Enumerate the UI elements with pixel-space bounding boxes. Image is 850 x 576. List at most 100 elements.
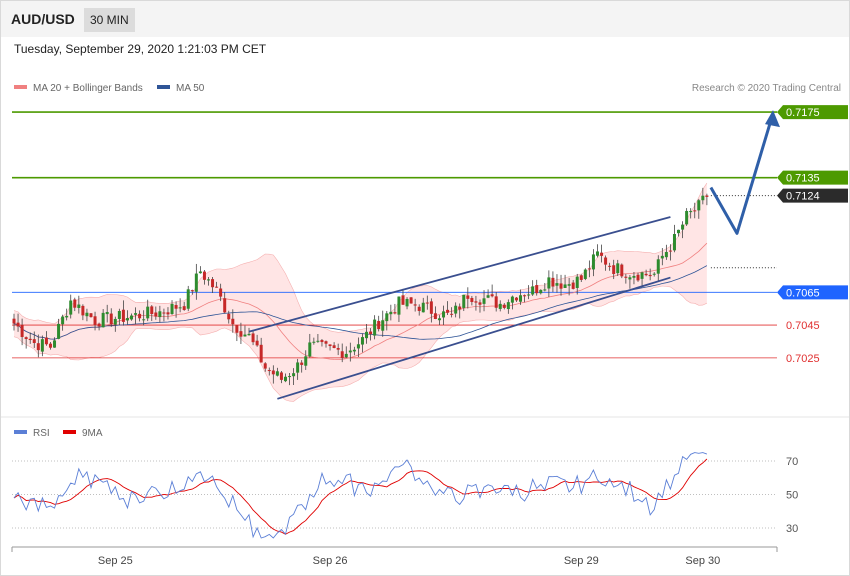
candle-body [668, 250, 672, 252]
candle-body [352, 349, 356, 352]
candle-body [486, 295, 490, 298]
candle-body [547, 277, 551, 289]
candle-body [20, 324, 24, 337]
candle-body [405, 298, 409, 307]
candle-body [377, 320, 381, 330]
candle-body [612, 265, 616, 274]
candle-body [689, 211, 693, 213]
interval-button[interactable]: 30 MIN [84, 8, 135, 32]
candle-body [470, 297, 474, 303]
candle-body [636, 274, 640, 281]
ma9-legend-swatch [63, 430, 76, 434]
candle-body [535, 285, 539, 294]
candle-body [255, 340, 259, 346]
rsi-line [13, 452, 708, 539]
candle-body [275, 371, 279, 376]
candle-body [150, 306, 154, 315]
candle-body [656, 259, 660, 274]
candle-body [259, 344, 263, 363]
candle-body [247, 333, 251, 336]
candle-body [182, 306, 186, 310]
candle-body [263, 363, 267, 369]
candle-body [300, 362, 304, 365]
x-tick-label: Sep 30 [685, 555, 720, 567]
forecast-arrow-path [709, 119, 773, 235]
level-label-0-7025: 0.7025 [786, 353, 820, 365]
candle-body [474, 301, 478, 303]
ma9-legend-label: 9MA [82, 428, 103, 439]
candle-body [146, 306, 150, 319]
candle-body [320, 340, 324, 343]
candle-body [648, 274, 652, 277]
candle-body [373, 319, 377, 336]
candle-body [190, 290, 194, 292]
candle-body [162, 312, 166, 314]
candle-body [421, 302, 425, 313]
candle-body [219, 288, 223, 297]
candle-body [271, 370, 275, 375]
candle-body [510, 296, 514, 303]
candle-body [40, 339, 44, 352]
candle-body [348, 350, 352, 353]
ma50-legend-swatch [157, 85, 170, 89]
rsi-tick-label-50: 50 [786, 490, 798, 502]
candle-body [567, 284, 571, 286]
candle-body [279, 372, 283, 380]
candle-body [324, 341, 328, 344]
candle-body [502, 304, 506, 308]
candle-body [701, 195, 705, 201]
level-label-0-7124: 0.7124 [786, 191, 820, 203]
level-tag-0-7124 [777, 188, 848, 203]
candle-body [154, 312, 158, 317]
candle-body [328, 344, 332, 347]
candle-body [85, 312, 89, 317]
candle-body [559, 283, 563, 289]
candle-body [243, 334, 247, 337]
candle-body [393, 312, 397, 314]
candle-body [356, 344, 360, 349]
x-tick-label: Sep 26 [313, 555, 348, 567]
candle-body [409, 297, 413, 304]
candle-body [401, 295, 405, 305]
candle-body [57, 323, 61, 339]
candle-body [340, 351, 344, 358]
candle-body [608, 265, 612, 267]
forecast-arrow-head [765, 110, 780, 128]
candle-body [652, 273, 656, 275]
candle-body [681, 224, 685, 230]
candle-body [458, 306, 462, 310]
candle-body [28, 338, 32, 341]
candle-body [202, 271, 206, 280]
candle-body [158, 311, 162, 318]
rsi-tick-label-30: 30 [786, 523, 798, 535]
candle-body [397, 296, 401, 315]
level-label-0-7175: 0.7175 [786, 107, 820, 119]
channel-upper-line [248, 216, 671, 333]
candle-body [482, 298, 486, 304]
candle-body [437, 318, 441, 321]
candle-body [595, 251, 599, 256]
candle-body [360, 337, 364, 345]
candle-body [134, 313, 138, 315]
rsi-ma9-line [13, 458, 708, 535]
candle-body [616, 263, 620, 274]
ma50-legend-label: MA 50 [176, 83, 205, 94]
candle-body [186, 289, 190, 309]
level-tag-0-7135 [777, 170, 848, 185]
candle-body [563, 284, 567, 288]
ma50-line [13, 265, 708, 340]
candle-body [600, 252, 604, 256]
candle-body [198, 271, 202, 274]
x-tick-label: Sep 29 [564, 555, 599, 567]
candle-body [101, 312, 105, 328]
candle-body [223, 298, 227, 313]
candle-body [113, 318, 117, 325]
candle-body [97, 323, 101, 327]
candle-body [685, 210, 689, 225]
candle-body [498, 303, 502, 309]
candle-body [81, 305, 85, 316]
candle-body [89, 313, 93, 318]
candle-body [660, 255, 664, 259]
candle-body [604, 257, 608, 265]
